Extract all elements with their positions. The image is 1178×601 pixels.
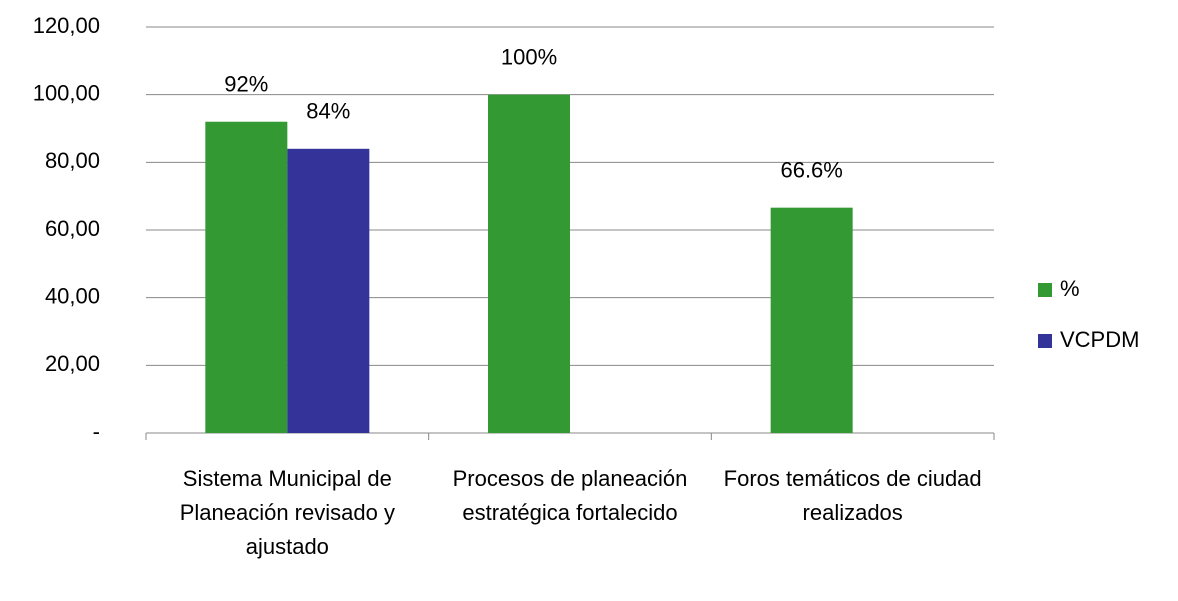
value-label: 66.6% [780, 157, 842, 182]
y-tick-label: 100,00 [33, 80, 100, 105]
value-label: 92% [224, 72, 268, 97]
bar [205, 121, 288, 433]
legend-label: VCPDM [1060, 327, 1139, 352]
legend-label: % [1060, 276, 1080, 301]
x-tick-label: Foros temáticos de ciudad realizados [723, 466, 982, 525]
y-tick-label: 20,00 [45, 351, 100, 376]
legend-swatch [1038, 283, 1052, 297]
y-tick-label: 40,00 [45, 283, 100, 308]
y-tick-label: 60,00 [45, 216, 100, 241]
legend-swatch [1038, 334, 1052, 348]
x-tick-label: Sistema Municipal de Planeación revisado… [179, 466, 395, 559]
x-tick-label: Procesos de planeación estratégica forta… [452, 466, 688, 525]
bar [770, 207, 853, 433]
value-label: 100% [501, 44, 557, 69]
y-tick-label: - [93, 419, 100, 444]
y-tick-label: 80,00 [45, 148, 100, 173]
bar [287, 148, 370, 434]
bar [488, 94, 570, 434]
y-tick-label: 120,00 [33, 13, 100, 38]
value-label: 84% [306, 99, 350, 124]
